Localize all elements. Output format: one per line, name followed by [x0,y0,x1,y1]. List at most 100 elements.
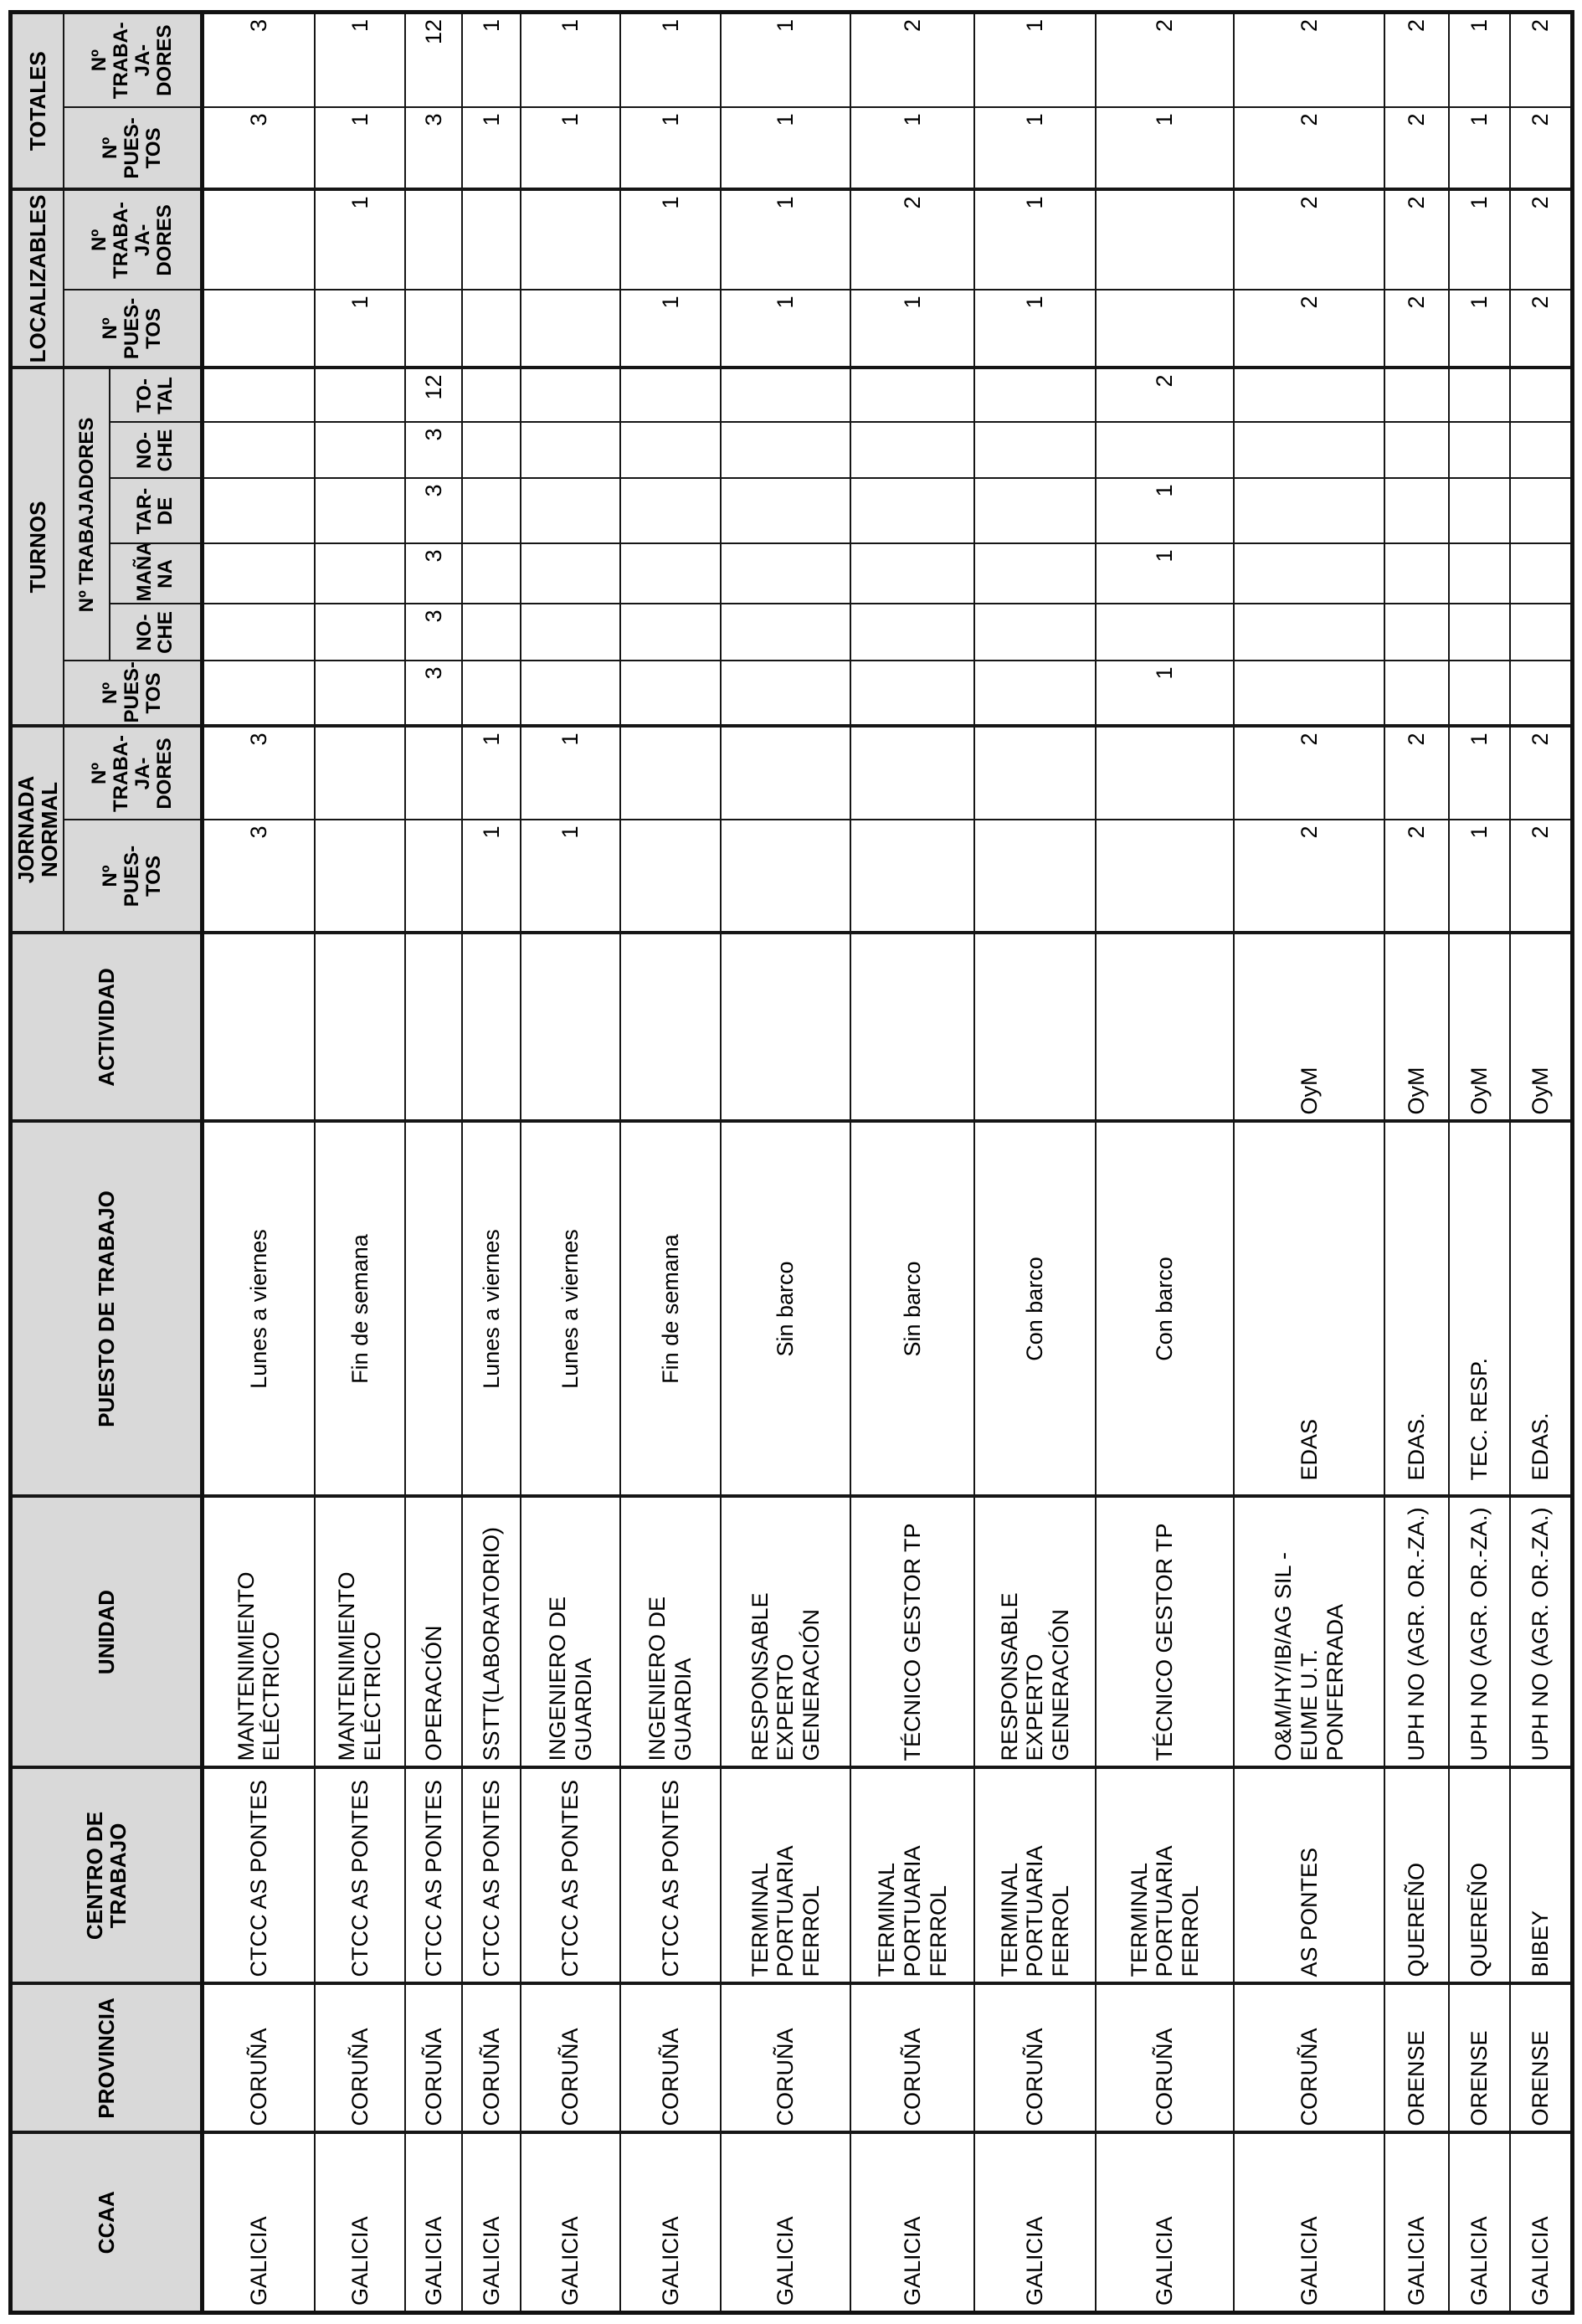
cell-tur-manana [721,543,851,604]
cell-centro: CTCC AS PONTES [521,1767,621,1984]
cell-tur-puestos [315,661,406,727]
cell-ccaa: GALICIA [405,2132,463,2313]
header-loc-n-trabajadores: Nº TRABA- JA- DORES [64,189,203,290]
cell-tur-noche2 [521,422,621,479]
cell-centro: QUEREÑO [1449,1767,1511,1984]
cell-actividad [620,933,722,1122]
cell-puesto: EDAS [1234,1121,1385,1497]
table-body: GALICIA CORUÑA CTCC AS PONTES MANTENIMIENTO… [202,12,1573,2313]
cell-tur-total [620,368,722,423]
cell-tot-trabajadores: 2 [1384,12,1450,108]
cell-centro: AS PONTES [1234,1767,1385,1984]
cell-tot-trabajadores: 1 [315,12,406,108]
cell-tot-puestos: 2 [1510,107,1573,190]
cell-loc-trabajadores [521,189,621,290]
table-row: GALICIA ORENSE BIBEY UPH NO (AGR. OR.-ZA.) E… [1510,12,1573,2313]
header-provincia: PROVINCIA [10,1983,203,2133]
header-tot-n-puestos: Nº PUES- TOS [64,107,203,190]
cell-tur-puestos [462,661,521,727]
cell-puesto: Lunes a viernes [521,1121,621,1497]
cell-provincia: CORUÑA [620,1983,722,2133]
cell-loc-trabajadores: 1 [721,189,851,290]
cell-puesto: Fin de semana [620,1121,722,1497]
cell-tot-trabajadores: 1 [620,12,722,108]
cell-tur-puestos [1510,661,1573,727]
cell-loc-puestos: 1 [721,290,851,368]
cell-tot-puestos: 3 [202,107,316,190]
header-centro-de-trabajo: CENTRO DE TRABAJO [10,1767,203,1984]
cell-provincia: CORUÑA [462,1983,521,2133]
cell-puesto: EDAS. [1510,1121,1573,1497]
header-jn-n-trabajadores: Nº TRABA- JA- DORES [64,726,203,820]
cell-provincia: CORUÑA [974,1983,1097,2133]
cell-tur-noche1 [620,604,722,661]
table-row: GALICIA CORUÑA CTCC AS PONTES INGENIERO DE … [620,12,722,2313]
cell-actividad: OyM [1384,933,1450,1122]
cell-tur-manana [1234,543,1385,604]
cell-tur-noche2 [974,422,1097,479]
cell-provincia: CORUÑA [315,1983,406,2133]
cell-loc-trabajadores: 2 [1510,189,1573,290]
cell-provincia: ORENSE [1510,1983,1573,2133]
cell-jn-puestos: 1 [521,820,621,933]
cell-tur-noche1: 3 [405,604,463,661]
cell-tur-manana [315,543,406,604]
cell-tot-puestos: 1 [620,107,722,190]
cell-centro: TERMINAL PORTUARIA FERROL [721,1767,851,1984]
cell-provincia: ORENSE [1384,1983,1450,2133]
cell-tur-noche1 [1510,604,1573,661]
cell-tur-noche2 [850,422,975,479]
cell-ccaa: GALICIA [850,2132,975,2313]
header-turno-noche-2: NO- CHE [110,422,203,479]
cell-jn-trabajadores: 3 [202,726,316,820]
cell-tur-noche1 [1096,604,1235,661]
cell-tot-trabajadores: 1 [974,12,1097,108]
header-turno-total: TO- TAL [110,368,203,423]
cell-actividad [721,933,851,1122]
cell-tot-puestos: 1 [1449,107,1511,190]
cell-tur-puestos [620,661,722,727]
cell-jn-trabajadores: 2 [1510,726,1573,820]
cell-tur-puestos [1449,661,1511,727]
cell-tur-tarde [1449,478,1511,544]
cell-tur-tarde [1510,478,1573,544]
table-row: GALICIA CORUÑA AS PONTES O&M/HY/IB/AG SIL -… [1234,12,1385,2313]
cell-jn-trabajadores [1096,726,1235,820]
cell-jn-trabajadores: 2 [1384,726,1450,820]
cell-centro: TERMINAL PORTUARIA FERROL [850,1767,975,1984]
header-unidad: UNIDAD [10,1496,203,1768]
cell-ccaa: GALICIA [462,2132,521,2313]
cell-tot-puestos: 1 [1096,107,1235,190]
cell-tur-noche1 [850,604,975,661]
header-turnos-n-puestos: Nº PUES- TOS [64,661,203,727]
cell-loc-trabajadores: 2 [1384,189,1450,290]
cell-loc-puestos: 1 [850,290,975,368]
cell-loc-trabajadores: 2 [850,189,975,290]
cell-ccaa: GALICIA [1234,2132,1385,2313]
header-group-jornada-normal: JORNADA NORMAL [10,726,64,933]
cell-tot-puestos: 1 [850,107,975,190]
cell-puesto: Sin barco [721,1121,851,1497]
cell-jn-puestos [315,820,406,933]
cell-tur-total [1510,368,1573,423]
cell-provincia: CORUÑA [850,1983,975,2133]
cell-tur-noche2 [1384,422,1450,479]
cell-unidad: TÉCNICO GESTOR TP [1096,1496,1235,1768]
cell-jn-trabajadores [974,726,1097,820]
cell-loc-trabajadores: 1 [974,189,1097,290]
cell-loc-puestos: 2 [1510,290,1573,368]
cell-tur-puestos [1384,661,1450,727]
table-row: GALICIA CORUÑA CTCC AS PONTES MANTENIMIENTO… [202,12,316,2313]
cell-jn-puestos [721,820,851,933]
cell-tur-noche1 [202,604,316,661]
cell-centro: CTCC AS PONTES [462,1767,521,1984]
cell-tur-total [315,368,406,423]
table-row: GALICIA CORUÑA CTCC AS PONTES INGENIERO DE … [521,12,621,2313]
cell-tur-total [462,368,521,423]
cell-provincia: CORUÑA [721,1983,851,2133]
header-ccaa: CCAA [10,2132,203,2313]
cell-tot-trabajadores: 2 [1510,12,1573,108]
cell-jn-puestos [974,820,1097,933]
cell-unidad: UPH NO (AGR. OR.-ZA.) [1449,1496,1511,1768]
cell-tot-puestos: 1 [974,107,1097,190]
